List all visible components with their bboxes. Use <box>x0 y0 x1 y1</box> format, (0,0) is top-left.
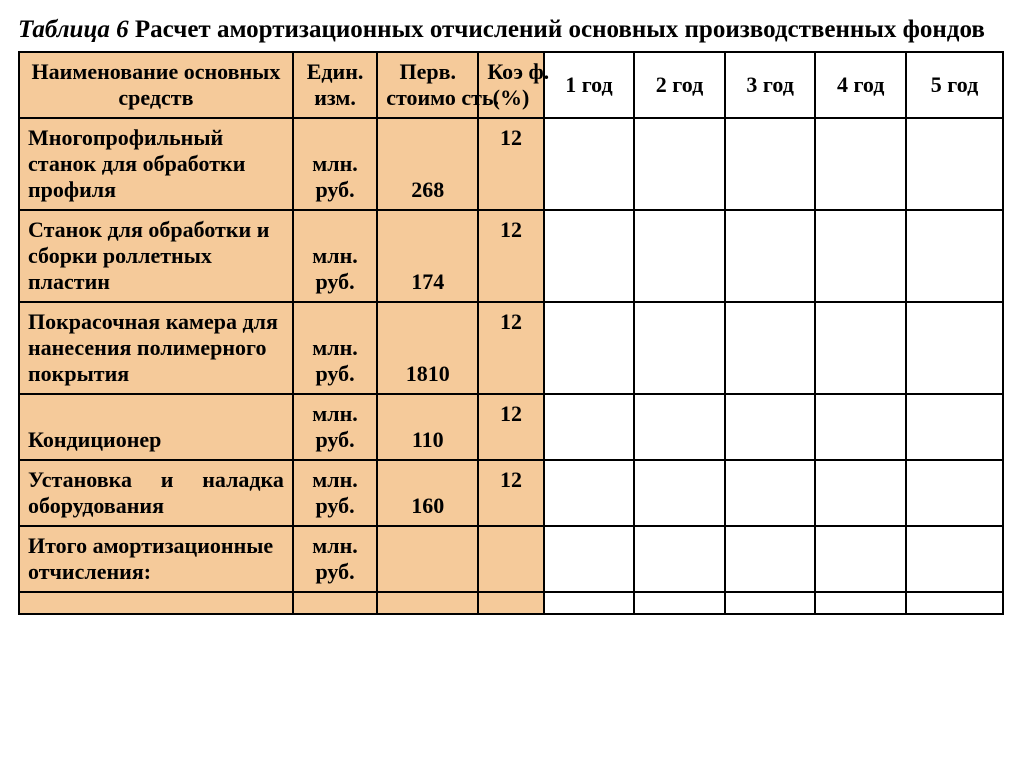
cell-year2 <box>634 302 725 394</box>
empty-cell <box>19 592 293 614</box>
cell-name: Кондиционер <box>19 394 293 460</box>
cell-year4 <box>815 394 906 460</box>
cell-year5 <box>906 526 1003 592</box>
cell-year5 <box>906 460 1003 526</box>
empty-cell <box>815 592 906 614</box>
amortization-table: Наименование основных средств Един. изм.… <box>18 51 1004 615</box>
cell-year3 <box>725 302 816 394</box>
cell-name: Покрасочная камера для нанесения полимер… <box>19 302 293 394</box>
document-page: Таблица 6 Расчет амортизационных отчисле… <box>0 0 1024 629</box>
cell-unit: млн. руб. <box>293 460 377 526</box>
cell-year4 <box>815 460 906 526</box>
table-row: Итого амортизационные отчисления: млн. р… <box>19 526 1003 592</box>
col-header-year3: 3 год <box>725 52 816 118</box>
cell-cost: 174 <box>377 210 478 302</box>
cell-coef: 12 <box>478 460 543 526</box>
col-header-year1: 1 год <box>544 52 635 118</box>
empty-cell <box>906 592 1003 614</box>
caption-text: Расчет амортизационных отчислений основн… <box>135 16 985 43</box>
caption-prefix: Таблица 6 <box>18 16 129 43</box>
cell-name: Установка и наладка оборудования <box>19 460 293 526</box>
cell-year1 <box>544 460 635 526</box>
cell-coef <box>478 526 543 592</box>
col-header-year4: 4 год <box>815 52 906 118</box>
cell-year2 <box>634 394 725 460</box>
table-row: Установка и наладка оборудования млн. ру… <box>19 460 1003 526</box>
table-row: Станок для обработки и сборки роллетных … <box>19 210 1003 302</box>
table-row: Многопрофильный станок для обработки про… <box>19 118 1003 210</box>
empty-cell <box>293 592 377 614</box>
cell-year1 <box>544 526 635 592</box>
col-header-name: Наименование основных средств <box>19 52 293 118</box>
cell-year4 <box>815 526 906 592</box>
cell-year4 <box>815 118 906 210</box>
table-body: Многопрофильный станок для обработки про… <box>19 118 1003 614</box>
cell-year3 <box>725 460 816 526</box>
cell-year5 <box>906 394 1003 460</box>
cell-name: Итого амортизационные отчисления: <box>19 526 293 592</box>
table-caption: Таблица 6 Расчет амортизационных отчисле… <box>18 14 1006 45</box>
cell-unit: млн. руб. <box>293 526 377 592</box>
cell-cost: 110 <box>377 394 478 460</box>
empty-cell <box>634 592 725 614</box>
cell-year1 <box>544 210 635 302</box>
cell-cost <box>377 526 478 592</box>
table-row: Кондиционер млн. руб. 110 12 <box>19 394 1003 460</box>
cell-unit: млн. руб. <box>293 302 377 394</box>
cell-year3 <box>725 210 816 302</box>
cell-year2 <box>634 210 725 302</box>
cell-year5 <box>906 118 1003 210</box>
cell-year3 <box>725 526 816 592</box>
cell-year2 <box>634 118 725 210</box>
cell-cost: 268 <box>377 118 478 210</box>
cell-year5 <box>906 210 1003 302</box>
cell-coef: 12 <box>478 118 543 210</box>
cell-cost: 1810 <box>377 302 478 394</box>
cell-year4 <box>815 210 906 302</box>
col-header-year2: 2 год <box>634 52 725 118</box>
cell-year5 <box>906 302 1003 394</box>
table-empty-row <box>19 592 1003 614</box>
cell-year3 <box>725 394 816 460</box>
cell-year4 <box>815 302 906 394</box>
empty-cell <box>544 592 635 614</box>
cell-year2 <box>634 460 725 526</box>
cell-unit: млн. руб. <box>293 394 377 460</box>
cell-coef: 12 <box>478 302 543 394</box>
empty-cell <box>478 592 543 614</box>
cell-coef: 12 <box>478 394 543 460</box>
empty-cell <box>725 592 816 614</box>
cell-name: Многопрофильный станок для обработки про… <box>19 118 293 210</box>
empty-cell <box>377 592 478 614</box>
cell-unit: млн. руб. <box>293 118 377 210</box>
cell-year1 <box>544 118 635 210</box>
cell-year1 <box>544 394 635 460</box>
cell-cost: 160 <box>377 460 478 526</box>
cell-year1 <box>544 302 635 394</box>
cell-coef: 12 <box>478 210 543 302</box>
cell-unit: млн. руб. <box>293 210 377 302</box>
cell-year3 <box>725 118 816 210</box>
cell-name: Станок для обработки и сборки роллетных … <box>19 210 293 302</box>
table-header-row: Наименование основных средств Един. изм.… <box>19 52 1003 118</box>
cell-year2 <box>634 526 725 592</box>
col-header-cost: Перв. стоимо сть. <box>377 52 478 118</box>
col-header-unit: Един. изм. <box>293 52 377 118</box>
col-header-year5: 5 год <box>906 52 1003 118</box>
table-row: Покрасочная камера для нанесения полимер… <box>19 302 1003 394</box>
